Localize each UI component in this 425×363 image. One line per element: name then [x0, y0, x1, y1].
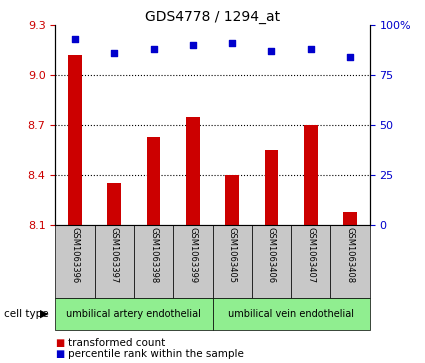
Bar [331, 225, 370, 298]
Bar [55, 225, 94, 298]
Text: umbilical vein endothelial: umbilical vein endothelial [228, 309, 354, 319]
Title: GDS4778 / 1294_at: GDS4778 / 1294_at [145, 11, 280, 24]
Text: GSM1063405: GSM1063405 [228, 227, 237, 283]
Bar [134, 225, 173, 298]
Point [190, 42, 196, 48]
Bar [225, 175, 239, 225]
Bar [265, 150, 278, 225]
Bar [252, 225, 291, 298]
Text: GSM1063407: GSM1063407 [306, 227, 315, 284]
Text: GSM1063406: GSM1063406 [267, 227, 276, 284]
Bar [173, 225, 212, 298]
Text: GSM1063396: GSM1063396 [71, 227, 79, 284]
Bar [304, 125, 317, 225]
Bar [212, 298, 370, 330]
Text: ■: ■ [55, 338, 65, 348]
Point [71, 36, 78, 42]
Bar [343, 212, 357, 225]
Bar [68, 56, 82, 225]
Point [268, 48, 275, 54]
Bar [108, 183, 121, 225]
Text: ▶: ▶ [40, 309, 49, 319]
Text: umbilical artery endothelial: umbilical artery endothelial [66, 309, 201, 319]
Bar [94, 225, 134, 298]
Bar [55, 298, 212, 330]
Bar [147, 137, 160, 225]
Point [229, 40, 235, 46]
Point [347, 54, 354, 60]
Text: GSM1063397: GSM1063397 [110, 227, 119, 284]
Text: percentile rank within the sample: percentile rank within the sample [68, 349, 244, 359]
Point [307, 46, 314, 52]
Text: ■: ■ [55, 349, 65, 359]
Point [150, 46, 157, 52]
Text: GSM1063408: GSM1063408 [346, 227, 354, 284]
Bar [291, 225, 331, 298]
Point [111, 50, 118, 56]
Text: cell type: cell type [4, 309, 49, 319]
Bar [186, 117, 200, 225]
Text: transformed count: transformed count [68, 338, 165, 348]
Text: GSM1063398: GSM1063398 [149, 227, 158, 284]
Bar [212, 225, 252, 298]
Text: GSM1063399: GSM1063399 [188, 227, 197, 284]
